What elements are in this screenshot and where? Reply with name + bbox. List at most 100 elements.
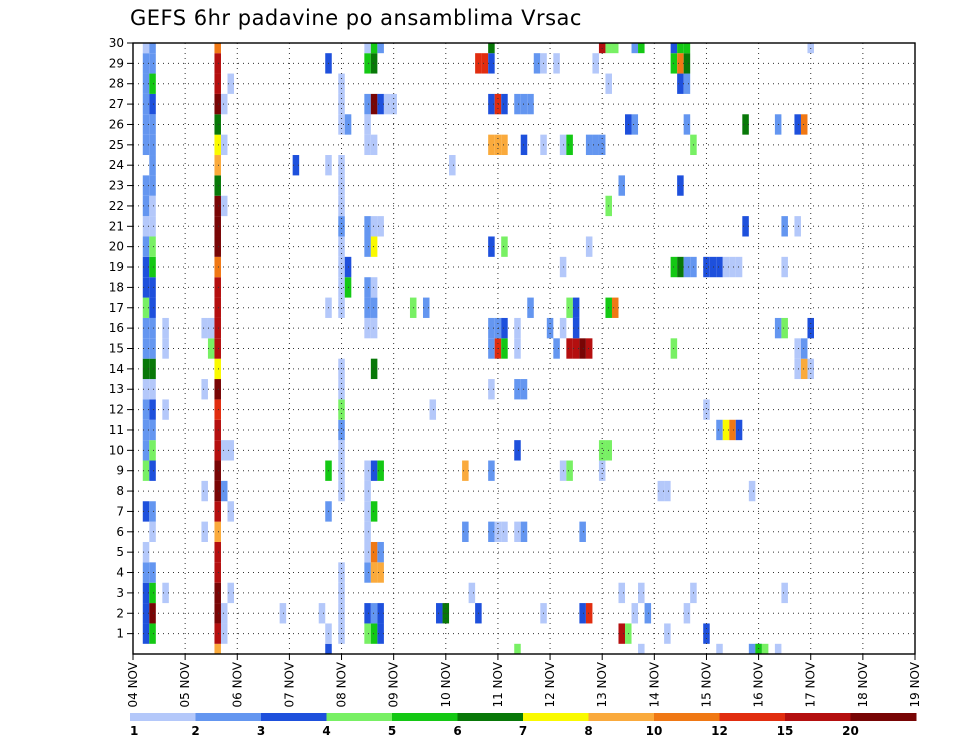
heatmap-cell — [338, 93, 345, 115]
heatmap-cell — [709, 256, 717, 278]
heatmap-cell — [370, 53, 378, 74]
heatmap-cell — [220, 134, 228, 156]
x-tick-label: 13 NOV — [595, 661, 609, 707]
heatmap-cell — [227, 582, 235, 604]
heatmap-cell — [364, 541, 371, 563]
heatmap-cell — [149, 440, 156, 461]
heatmap-cell — [449, 155, 456, 176]
y-tick-label: 10 — [109, 443, 124, 457]
colorbar-label: 1 — [130, 724, 138, 738]
heatmap-cell — [214, 399, 221, 420]
colorbar: 1 2 3 4 5 6 7 8 10 12 15 20 — [130, 713, 917, 738]
x-tick-label: 08 NOV — [335, 661, 349, 707]
heatmap-cell — [201, 521, 208, 542]
heatmap-cell — [338, 277, 345, 298]
heatmap-cell — [742, 216, 749, 237]
heatmap-cell — [488, 460, 495, 481]
heatmap-cell — [800, 338, 808, 359]
heatmap-cell — [207, 338, 215, 359]
heatmap-cell — [364, 623, 371, 644]
colorbar-label: 3 — [257, 724, 265, 738]
heatmap-cell — [142, 541, 150, 563]
heatmap-cell — [481, 53, 489, 74]
heatmap-cell — [214, 256, 221, 278]
heatmap-cell — [729, 256, 736, 278]
heatmap-cell — [683, 603, 691, 624]
heatmap-cell — [670, 43, 678, 54]
y-tick-label: 29 — [109, 56, 124, 70]
heatmap-cell — [338, 297, 345, 318]
heatmap-cell — [677, 43, 684, 54]
heatmap-cell — [214, 440, 221, 461]
colorbar-swatch — [326, 713, 393, 721]
heatmap-cell — [566, 338, 573, 359]
heatmap-cell — [377, 216, 384, 237]
heatmap-cell — [364, 43, 371, 54]
heatmap-cell — [722, 419, 730, 441]
heatmap-cell — [214, 216, 221, 237]
heatmap-cell — [370, 460, 378, 481]
heatmap-cell — [677, 53, 684, 74]
heatmap-cell — [214, 582, 221, 604]
heatmap-cell — [142, 460, 150, 481]
heatmap-cell — [142, 236, 150, 257]
heatmap-cell — [149, 256, 156, 278]
heatmap-cell — [611, 297, 619, 318]
heatmap-cell — [377, 43, 384, 54]
heatmap-cell — [566, 134, 573, 156]
heatmap-cell — [149, 460, 156, 481]
heatmap-cell — [149, 134, 156, 156]
heatmap-cell — [494, 521, 502, 542]
heatmap-cell — [142, 440, 150, 461]
colorbar-swatch — [785, 713, 851, 721]
colorbar-swatch — [130, 713, 196, 721]
y-tick-label: 25 — [109, 138, 124, 152]
heatmap-cell — [214, 541, 221, 563]
heatmap-cell — [579, 338, 586, 359]
heatmap-cell — [338, 195, 345, 217]
heatmap-cell — [618, 582, 626, 604]
heatmap-cell — [592, 53, 599, 74]
heatmap-cell — [149, 277, 156, 298]
heatmap-cell — [214, 603, 221, 624]
y-tick-label: 1 — [116, 627, 124, 641]
x-tick-label: 06 NOV — [230, 661, 244, 707]
heatmap-cell — [149, 43, 156, 54]
heatmap-cell — [142, 419, 150, 441]
y-tick-label: 6 — [116, 525, 124, 539]
heatmap-cell — [214, 297, 221, 318]
heatmap-cell — [162, 338, 169, 359]
heatmap-cell — [338, 562, 345, 583]
heatmap-cell — [149, 175, 156, 196]
heatmap-cell — [214, 480, 221, 502]
heatmap-cell — [370, 277, 378, 298]
x-axis: 04 NOV 05 NOV 06 NOV 07 NOV 08 NOV 09 NOV 10 N… — [126, 654, 922, 708]
heatmap-cell — [370, 623, 378, 644]
colorbar-swatch — [654, 713, 720, 721]
y-tick-label: 16 — [109, 321, 124, 335]
y-tick-label: 4 — [116, 566, 124, 580]
heatmap-cell — [142, 603, 150, 624]
heatmap-cell — [338, 419, 345, 441]
heatmap-cell — [338, 399, 345, 420]
heatmap-cell — [214, 175, 221, 196]
colorbar-swatch — [850, 713, 917, 721]
heatmap-cell — [220, 480, 228, 502]
heatmap-cell — [364, 317, 371, 339]
heatmap-cell — [514, 317, 521, 339]
heatmap-cell — [149, 582, 156, 604]
heatmap-cell — [657, 480, 665, 502]
heatmap-cell — [149, 521, 156, 542]
heatmap-cell — [488, 53, 495, 74]
heatmap-cell — [214, 155, 221, 176]
heatmap-cell — [383, 93, 391, 115]
heatmap-cell — [677, 256, 684, 278]
x-tick-label: 12 NOV — [543, 661, 557, 707]
heatmap-cell — [338, 582, 345, 604]
heatmap-cell — [149, 379, 156, 400]
heatmap-cell — [677, 175, 684, 196]
heatmap-cell — [325, 643, 332, 654]
heatmap-cell — [149, 114, 156, 135]
heatmap-cell — [149, 155, 156, 176]
colorbar-swatch — [392, 713, 458, 721]
